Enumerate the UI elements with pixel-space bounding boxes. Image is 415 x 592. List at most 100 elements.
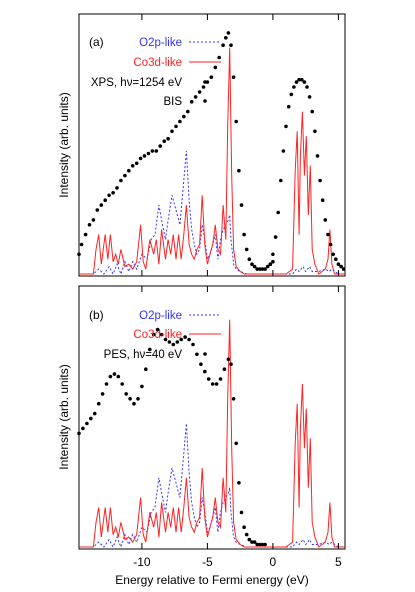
panel-a-plot [77, 31, 346, 276]
panel-b-pes-h-40-ev-point [148, 347, 152, 352]
panel-b-pes-h-40-ev-point [92, 411, 97, 416]
panel-a-xps-h-1254-ev-point [91, 218, 96, 222]
panel-a-bis-point [268, 262, 273, 267]
panel-a-xps-h-1254-ev-point [178, 119, 182, 124]
panel-a-label: (a) [89, 35, 104, 49]
panel-a-xps-h-1254-ev-point [83, 232, 88, 237]
panel-b-pes-h-40-ev-point [144, 367, 148, 372]
panel-b-pes-h-40-ev-point [258, 542, 262, 547]
y-axis-label-a: Intensity (arb. units) [57, 92, 71, 197]
panel-b-pes-h-40-ev-point [199, 362, 203, 367]
panel-a-bis-point [300, 77, 304, 82]
panel-a-bis-point [292, 85, 296, 89]
panel-a-xps-h-1254-ev-point [242, 232, 246, 237]
panel-a-bis-point [318, 178, 322, 183]
panel-a-bis-point [320, 198, 325, 202]
panel-b-pes-h-40-ev-point [155, 327, 160, 332]
panel-b-pes-h-40-ev-point [112, 372, 117, 376]
x-tick-label: -10 [133, 555, 151, 569]
legend-b: O2p-like Co3d-like PES, hν=40 eV [104, 310, 221, 361]
panel-a-bis-point [273, 235, 278, 239]
panel-b-pes-h-40-ev-point [140, 384, 144, 389]
legend-b-pes-label: PES, hν=40 eV [104, 349, 183, 361]
panel-a-bis-point [328, 242, 333, 247]
panel-b-pes-h-40-ev-point [239, 510, 244, 515]
panel-b-co3d-like-line [79, 319, 345, 548]
panel-a-bis-point [305, 85, 309, 89]
panel-a-co3d-like-line [79, 47, 345, 275]
panel-a-xps-h-1254-ev-point [234, 119, 238, 124]
legend-a-bis-swatch [203, 99, 207, 103]
panel-a-bis-point [279, 178, 283, 183]
panel-a-bis-point [323, 218, 328, 222]
panel-b-pes-h-40-ev-point [120, 382, 124, 386]
panel-a-bis-point [297, 77, 301, 82]
panel-a-xps-h-1254-ev-point [186, 109, 190, 114]
panel-a-xps-h-1254-ev-point [138, 156, 143, 161]
panel-a-xps-h-1254-ev-point [224, 36, 228, 40]
panel-a-bis-point [336, 262, 341, 267]
panel-a-xps-h-1254-ev-point [87, 223, 92, 227]
panel-b-pes-h-40-ev-point [136, 397, 140, 401]
panel-b-pes-h-40-ev-point [210, 382, 215, 386]
panel-b-pes-h-40-ev-point [85, 421, 89, 426]
panel-a-bis-point [276, 210, 281, 215]
panel-a-xps-h-1254-ev-point [99, 203, 104, 207]
panel-a-xps-h-1254-ev-point [197, 90, 202, 94]
panel-b-pes-h-40-ev-point [151, 332, 156, 337]
panel-a-o2p-like-line [79, 150, 345, 276]
panel-b-pes-h-40-ev-point [195, 352, 199, 357]
panel-a-xps-h-1254-ev-point [260, 267, 265, 271]
legend-a-o2p-label: O2p-like [139, 37, 182, 49]
panel-a-xps-h-1254-ev-point [170, 129, 174, 134]
panel-b-pes-h-40-ev-point [183, 335, 187, 339]
panel-a-xps-h-1254-ev-point [77, 252, 81, 257]
panel-b-pes-h-40-ev-point [214, 382, 219, 386]
panel-a-bis-point [289, 92, 294, 97]
panel-a-xps-h-1254-ev-point [130, 164, 135, 168]
panel-a-frame [78, 13, 346, 277]
panel-a-xps-h-1254-ev-point [247, 257, 252, 262]
panel-a-xps-h-1254-ev-point [239, 203, 244, 207]
panel-a-xps-h-1254-ev-point [265, 264, 270, 269]
panel-b-pes-h-40-ev-point [159, 332, 164, 337]
panel-a-xps-h-1254-ev-point [182, 114, 186, 119]
panel-a-xps-h-1254-ev-point [258, 267, 262, 271]
panel-a-xps-h-1254-ev-point [231, 75, 236, 79]
legend-b-pes-swatch [203, 352, 207, 356]
legend-a-xps-label: XPS, hν=1254 eV [91, 77, 182, 89]
x-axis-label: Energy relative to Fermi energy (eV) [115, 573, 308, 587]
panel-b-frame [78, 285, 346, 550]
panel-b-pes-h-40-ev-point [108, 374, 113, 379]
panel-a-xps-h-1254-ev-point [250, 262, 254, 267]
panel-b-pes-h-40-ev-point [104, 382, 109, 386]
panel-a-xps-h-1254-ev-point [142, 154, 147, 158]
x-tick-label: 5 [335, 555, 342, 569]
panel-a-bis-point [294, 80, 299, 84]
panel-b-pes-h-40-ev-point [218, 377, 223, 381]
legend-b-co3d-label: Co3d-like [133, 329, 182, 341]
y-axis-label-b: Intensity (arb. units) [57, 364, 71, 469]
panel-b-pes-h-40-ev-point [263, 542, 267, 547]
panel-a-xps-h-1254-ev-point [158, 144, 162, 148]
x-axis-ticks: -10 -5 0 5 [133, 14, 342, 569]
panel-a-xps-h-1254-ev-point [201, 85, 206, 89]
panel-a-xps-h-1254-ev-point [237, 168, 241, 173]
panel-b-pes-h-40-ev-point [206, 377, 211, 381]
panel-a-xps-h-1254-ev-point [229, 43, 233, 47]
panel-a-bis-point [315, 154, 320, 158]
panel-a-xps-h-1254-ev-point [150, 149, 155, 153]
panel-a-xps-h-1254-ev-point [255, 267, 259, 271]
panel-b-pes-h-40-ev-point [175, 340, 180, 344]
panel-a-bis-point [334, 257, 338, 262]
panel-b-pes-h-40-ev-point [244, 532, 249, 537]
panel-a-xps-h-1254-ev-point [162, 139, 166, 143]
panel-b-pes-h-40-ev-point [96, 401, 101, 406]
panel-a-xps-h-1254-ev-point [213, 65, 218, 70]
panel-a-xps-h-1254-ev-point [146, 151, 151, 156]
panel-a-xps-h-1254-ev-point [154, 149, 159, 153]
panel-a-xps-h-1254-ev-point [252, 264, 257, 269]
panel-a-xps-h-1254-ev-point [221, 43, 225, 47]
panel-a-xps-h-1254-ev-point [115, 186, 119, 190]
panel-b-pes-h-40-ev-point [255, 542, 259, 547]
